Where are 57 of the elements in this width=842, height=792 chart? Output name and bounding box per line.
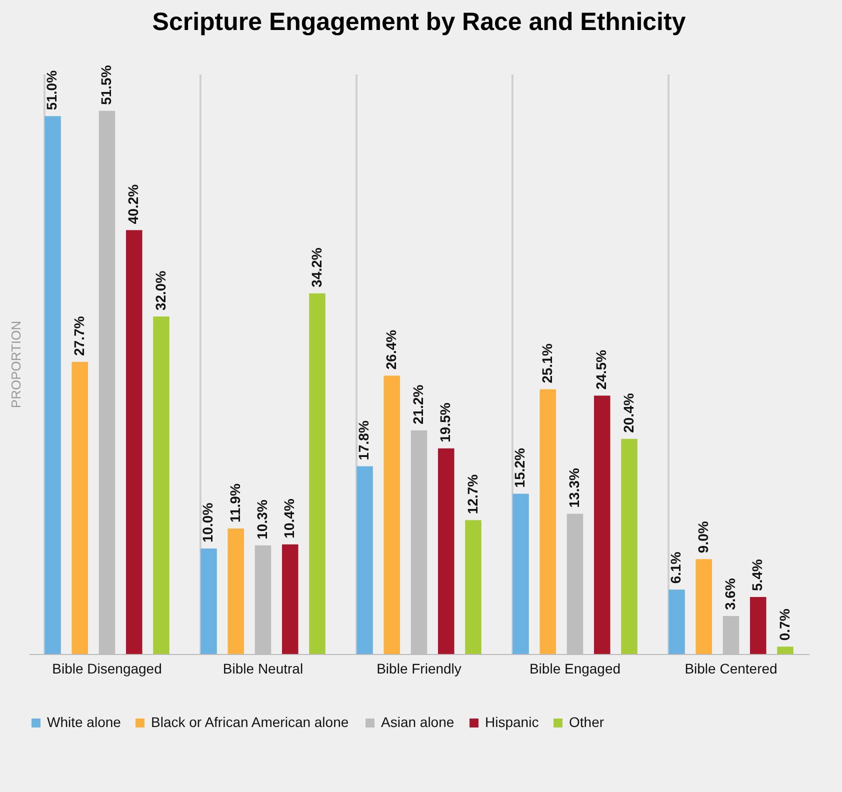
- data-label: 13.3%: [566, 467, 582, 508]
- data-label: 20.4%: [620, 392, 636, 433]
- data-label: 3.6%: [722, 578, 738, 610]
- x-tick-label: Bible Neutral: [222, 660, 304, 676]
- bar: [282, 544, 298, 654]
- data-label: 5.4%: [749, 558, 766, 592]
- legend-label: White alone: [47, 714, 122, 730]
- bar: [512, 494, 529, 654]
- x-tick-label: Bible Friendly: [376, 660, 462, 676]
- data-label: 10.0%: [200, 502, 216, 543]
- chart-title: Scripture Engagement by Race and Ethnicity: [152, 8, 686, 36]
- bar: [309, 293, 326, 654]
- data-label: 24.5%: [593, 349, 610, 390]
- data-label: 21.2%: [410, 384, 426, 424]
- data-label: 10.3%: [254, 499, 270, 540]
- bar: [153, 316, 170, 654]
- bar: [438, 448, 454, 654]
- data-label: 10.4%: [281, 498, 298, 538]
- data-label: 19.5%: [437, 402, 454, 442]
- legend-label: Other: [569, 714, 604, 730]
- data-label: 15.2%: [512, 447, 528, 488]
- bar: [72, 362, 88, 654]
- bar: [465, 520, 482, 654]
- bar: [540, 389, 556, 654]
- bar: [621, 438, 638, 654]
- bar: [44, 116, 61, 654]
- data-label: 12.7%: [464, 474, 480, 514]
- data-label: 25.1%: [538, 343, 555, 384]
- data-label: 9.0%: [694, 520, 711, 554]
- data-label: 51.0%: [44, 70, 60, 110]
- bar: [126, 230, 142, 654]
- data-label: 32.0%: [152, 270, 168, 311]
- data-label: 26.4%: [382, 329, 399, 370]
- x-tick-label: Bible Centered: [684, 660, 778, 676]
- bar: [750, 597, 766, 654]
- bar: [696, 559, 712, 654]
- bar: [668, 590, 685, 654]
- data-label: 11.9%: [226, 483, 243, 523]
- data-label: 0.7%: [776, 608, 792, 641]
- legend-label: Hispanic: [485, 714, 539, 730]
- data-label: 27.7%: [70, 316, 87, 356]
- x-tick-label: Bible Engaged: [529, 660, 621, 676]
- data-label: 40.2%: [125, 184, 142, 224]
- x-tick-label: Bible Disengaged: [52, 660, 162, 676]
- bar: [384, 376, 400, 654]
- data-label: 17.8%: [356, 420, 372, 460]
- y-axis-title: PROPORTION: [8, 320, 24, 408]
- data-label: 51.5%: [98, 64, 114, 105]
- data-label: 34.2%: [308, 247, 324, 288]
- bar: [200, 548, 217, 654]
- bar: [228, 528, 244, 654]
- bar: [594, 396, 610, 654]
- bar: [356, 466, 373, 654]
- legend-label: Asian alone: [381, 714, 454, 730]
- data-label: 6.1%: [668, 551, 684, 584]
- legend-label: Black or African American alone: [151, 714, 349, 730]
- bar: [777, 646, 794, 654]
